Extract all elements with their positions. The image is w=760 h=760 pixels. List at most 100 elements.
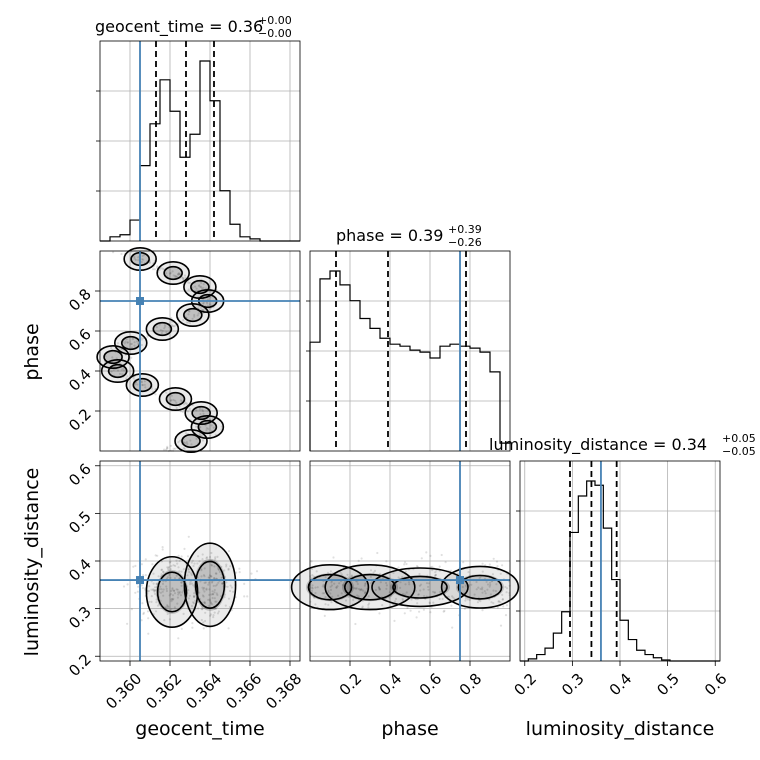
sample-point	[192, 594, 196, 598]
sample-point	[475, 580, 478, 584]
sample-point	[210, 564, 213, 567]
sample-point	[431, 590, 435, 593]
density-inner	[132, 378, 153, 392]
sample-point	[180, 584, 183, 587]
sample-point	[376, 551, 379, 555]
sample-point	[176, 602, 179, 605]
sample-point	[403, 561, 407, 564]
sample-point	[361, 605, 364, 608]
sample-point	[210, 575, 213, 578]
sample-point	[311, 574, 314, 577]
sample-point	[170, 589, 173, 593]
sample-point	[205, 588, 208, 591]
sample-point	[378, 587, 381, 590]
sample-point	[434, 574, 437, 577]
sample-point	[204, 424, 207, 427]
sample-point	[191, 559, 194, 562]
sample-point	[153, 586, 157, 589]
sample-point	[161, 546, 164, 549]
sample-point	[420, 557, 423, 560]
x-tick-label: 0.5	[653, 670, 683, 700]
sample-point	[200, 285, 203, 288]
sample-point	[141, 602, 144, 605]
y-tick-label: 0.3	[65, 603, 95, 633]
sample-point	[401, 597, 404, 601]
sample-point	[452, 596, 455, 599]
sample-point	[330, 601, 333, 604]
sample-point	[165, 391, 168, 394]
sample-point	[360, 557, 363, 560]
sample-point	[211, 603, 214, 606]
sample-point	[433, 574, 437, 577]
contour-outer	[145, 316, 180, 341]
sample-point	[212, 616, 215, 619]
xlabel-luminosity-distance: luminosity_distance	[526, 718, 715, 740]
sample-point	[171, 594, 175, 597]
title-geocent-time: geocent_time = 0.36	[95, 17, 263, 37]
sample-point	[483, 590, 486, 593]
density-outer	[185, 401, 218, 425]
sample-point	[346, 573, 349, 576]
sample-point	[327, 591, 330, 594]
sample-point	[133, 257, 136, 260]
sample-point	[159, 328, 162, 332]
sample-point	[204, 581, 207, 584]
sample-point	[213, 611, 216, 614]
sample-point	[183, 547, 186, 551]
sample-point	[388, 591, 391, 594]
sample-point	[214, 558, 217, 561]
sample-point	[120, 252, 123, 256]
sample-point	[202, 588, 205, 591]
sample-point	[158, 587, 161, 591]
sample-point	[153, 589, 156, 592]
sample-point	[166, 447, 169, 450]
sample-point	[176, 596, 179, 599]
sample-point	[177, 273, 180, 276]
marks-layer	[96, 41, 720, 662]
sample-point	[129, 343, 132, 346]
sample-point	[202, 286, 205, 289]
sample-point	[394, 600, 397, 603]
sample-point	[181, 277, 184, 280]
sample-point	[143, 383, 146, 386]
sample-point	[159, 591, 162, 594]
sample-point	[140, 338, 143, 341]
sample-point	[498, 600, 501, 603]
contour-inner	[457, 574, 503, 600]
sample-point	[489, 593, 492, 596]
contour-inner	[163, 265, 183, 281]
sample-point	[167, 567, 170, 570]
sample-point	[185, 321, 188, 324]
sample-point	[495, 583, 498, 586]
sample-point	[130, 608, 133, 611]
sample-point	[185, 402, 188, 405]
sample-point	[450, 604, 453, 607]
sample-point	[162, 588, 165, 591]
sample-point	[121, 373, 124, 376]
y-tick-label: 0.8	[65, 285, 95, 315]
sample-point	[359, 589, 362, 592]
sample-point	[427, 582, 431, 585]
sample-point	[479, 600, 482, 603]
sample-point	[464, 584, 468, 587]
sample-point	[501, 598, 504, 601]
sample-point	[122, 367, 125, 370]
x-tick-label: 0.4	[376, 670, 406, 700]
sample-point	[136, 590, 139, 593]
sample-point	[335, 586, 338, 589]
sample-point	[163, 327, 166, 330]
sample-point	[173, 325, 176, 328]
sample-point	[187, 568, 190, 571]
density-inner	[120, 336, 141, 350]
sample-point	[355, 587, 358, 590]
sample-point	[310, 586, 313, 589]
sample-point	[227, 597, 231, 600]
sample-point	[324, 603, 327, 606]
sample-point	[496, 565, 499, 568]
sample-point	[385, 581, 388, 585]
sample-point	[177, 273, 180, 276]
sample-point	[122, 369, 126, 372]
sample-point	[449, 569, 453, 572]
contour-inner	[190, 279, 210, 295]
histogram-luminosity_distance	[520, 480, 720, 662]
